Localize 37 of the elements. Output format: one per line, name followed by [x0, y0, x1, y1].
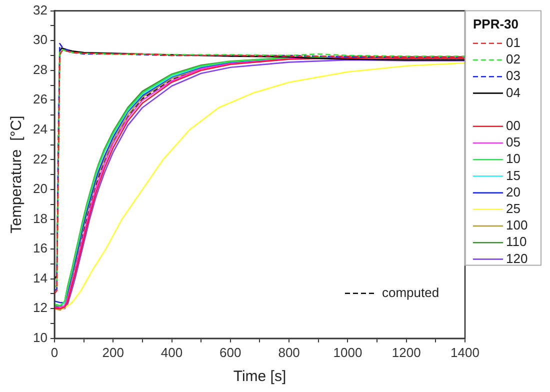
legend-label: 05	[506, 134, 520, 150]
y-tick-label: 26	[32, 92, 48, 107]
y-tick-label: 32	[32, 2, 48, 18]
y-tick-label: 30	[32, 32, 48, 48]
legend-label: 10	[506, 151, 520, 166]
x-tick-label: 200	[102, 344, 124, 360]
x-axis-title: Time [s]	[233, 368, 286, 386]
y-tick-label: 16	[32, 240, 48, 256]
x-tick-label: 400	[160, 344, 183, 360]
y-tick-label: 10	[32, 330, 48, 345]
y-tick-label: 20	[32, 181, 48, 196]
x-tick-label: 1400	[450, 344, 480, 360]
legend-label: 00	[506, 118, 520, 133]
x-tick-label: 1000	[333, 344, 362, 360]
y-tick-label: 22	[32, 151, 48, 166]
y-tick-label: 24	[32, 122, 48, 137]
legend-label: 03	[506, 68, 520, 84]
y-axis-title: Temperature [°C]	[8, 116, 26, 234]
legend-label: 110	[506, 234, 527, 250]
x-tick-label: 1200	[392, 344, 421, 360]
legend-label: 15	[506, 168, 520, 183]
x-tick-label: 800	[278, 344, 300, 360]
y-tick-label: 18	[32, 210, 48, 226]
legend-label: 01	[506, 34, 520, 50]
legend-label: 02	[506, 52, 520, 67]
legend-label: computed	[382, 284, 440, 300]
x-tick-label: 0	[50, 344, 58, 360]
legend-label: 04	[506, 84, 520, 100]
y-tick-label: 14	[32, 270, 48, 286]
x-tick-label: 600	[220, 344, 242, 360]
legend-title: PPR-30	[473, 16, 519, 32]
legend-label: 25	[506, 200, 520, 216]
legend-label: 20	[506, 184, 520, 200]
legend-label: 120	[506, 250, 528, 266]
y-tick-label: 12	[32, 300, 48, 316]
y-tick-label: 28	[32, 62, 48, 77]
legend-label: 100	[506, 218, 528, 233]
